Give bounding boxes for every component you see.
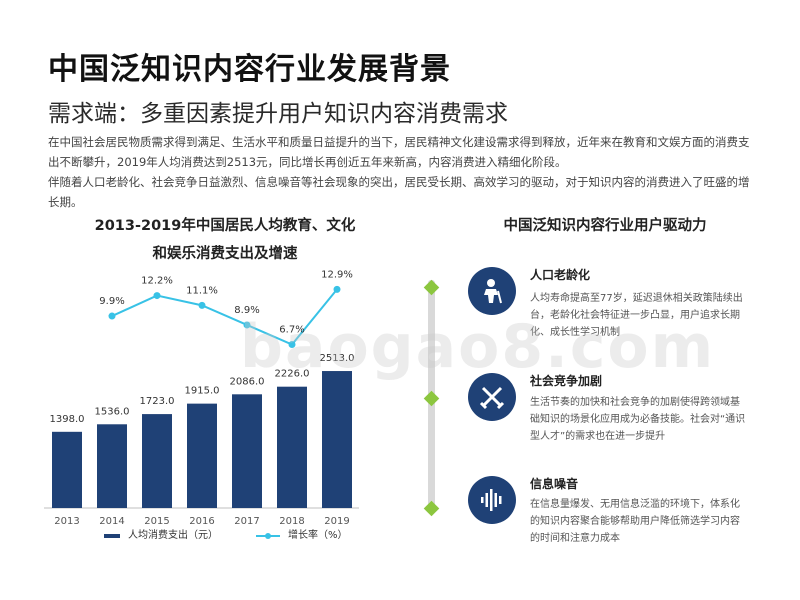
driver-desc-2: 生活节奏的加快和社会竞争的加剧使得跨领域基础知识的场景化应用成为必备技能。社会对… <box>530 397 746 442</box>
growth-label-2015: 12.2% <box>141 276 173 287</box>
x-tick-2016: 2016 <box>189 516 214 527</box>
growth-point-2019 <box>333 285 341 293</box>
bar-2013 <box>52 431 82 508</box>
bar-2014 <box>97 424 127 508</box>
x-tick-2013: 2013 <box>54 516 79 527</box>
growth-label-2019: 12.9% <box>321 269 353 280</box>
x-tick-2018: 2018 <box>279 516 304 527</box>
driver-desc-3: 在信息量爆发、无用信息泛滥的环境下，体系化的知识内容聚合能够帮助用户降低筛选学习… <box>530 499 740 544</box>
growth-point-2016 <box>198 301 206 309</box>
driver-name-2: 社会竞争加剧 <box>530 374 603 388</box>
bar-2019 <box>322 371 352 508</box>
bar-label-2013: 1398.0 <box>50 414 85 425</box>
growth-label-2018: 6.7% <box>279 325 304 336</box>
x-tick-2014: 2014 <box>99 516 124 527</box>
sound-wave-icon <box>468 476 516 524</box>
bar-label-2015: 1723.0 <box>140 396 175 407</box>
growth-label-2014: 9.9% <box>99 296 124 307</box>
bar-label-2014: 1536.0 <box>95 406 130 417</box>
crossed-swords-icon <box>468 373 516 421</box>
bar-label-2018: 2226.0 <box>275 369 310 380</box>
page-title: 中国泛知识内容行业发展背景 <box>48 52 451 87</box>
x-tick-2015: 2015 <box>144 516 169 527</box>
timeline-marker-3 <box>423 500 440 517</box>
legend-label-line: 增长率（%） <box>288 528 348 541</box>
elderly-person-icon <box>468 267 516 315</box>
growth-label-2016: 11.1% <box>186 285 218 296</box>
driver-desc-1: 人均寿命提高至77岁，延迟退休相关政策陆续出台，老龄化社会特征进一步凸显，用户追… <box>530 293 743 338</box>
bar-2018 <box>277 386 307 508</box>
bar-2016 <box>187 403 217 508</box>
bar-label-2016: 1915.0 <box>185 386 220 397</box>
growth-point-2014 <box>108 312 116 320</box>
growth-point-2017 <box>243 321 251 329</box>
x-tick-2019: 2019 <box>324 516 349 527</box>
chart-title-line-2: 和娱乐消费支出及增速 <box>152 246 298 262</box>
bar-label-2017: 2086.0 <box>230 376 265 387</box>
intro-paragraph-2: 伴随着人口老龄化、社会竞争日益激烈、信息噪音等社会现象的突出，居民受长期、高效学… <box>48 175 750 209</box>
chart-title-line-1: 2013-2019年中国居民人均教育、文化 <box>94 218 356 234</box>
bar-label-2019: 2513.0 <box>320 353 355 364</box>
intro-text: 在中国社会居民物质需求得到满足、生活水平和质量日益提升的当下，居民精神文化建设需… <box>48 132 760 212</box>
growth-point-2015 <box>153 292 161 300</box>
driver-name-3: 信息噪音 <box>530 477 579 491</box>
legend-label-bar: 人均消费支出（元） <box>128 528 218 541</box>
growth-point-2018 <box>288 341 296 349</box>
timeline-marker-2 <box>423 390 440 407</box>
spending-chart: 1398.0 2013 1536.0 2014 1723.0 2015 1915.0 2016… <box>44 269 359 541</box>
timeline-marker-1 <box>423 279 440 296</box>
intro-paragraph-1: 在中国社会居民物质需求得到满足、生活水平和质量日益提升的当下，居民精神文化建设需… <box>48 135 750 169</box>
growth-label-2017: 8.9% <box>234 305 259 316</box>
drivers-title: 中国泛知识内容行业用户驱动力 <box>503 218 707 234</box>
growth-rate-line <box>111 288 338 346</box>
x-tick-2017: 2017 <box>234 516 259 527</box>
page-subtitle: 需求端：多重因素提升用户知识内容消费需求 <box>48 101 508 127</box>
legend-swatch-dot <box>265 533 271 539</box>
legend-swatch-bar <box>104 534 120 538</box>
driver-name-1: 人口老龄化 <box>530 268 591 282</box>
bar-2015 <box>142 414 172 508</box>
bar-2017 <box>232 394 262 508</box>
